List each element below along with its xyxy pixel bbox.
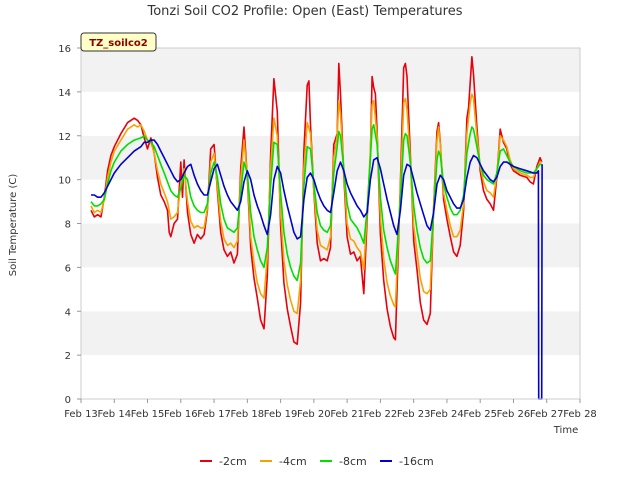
x-tick-label: Feb 19 [264, 409, 298, 420]
series-line-2cmcm [90, 56, 543, 345]
y-axis-label: Soil Temperature (C) [8, 174, 19, 277]
y-tick-label: 4 [65, 307, 71, 318]
series-layer [90, 56, 543, 400]
x-axis-label: Time [553, 425, 578, 436]
x-tick-label: Feb 27 [530, 409, 564, 420]
y-tick-label: 16 [58, 44, 71, 55]
x-axis: Feb 13 Feb 14 Feb 15 Feb 16 Feb 17 Feb 18 Feb … [64, 398, 597, 420]
y-tick-label: 0 [65, 395, 71, 406]
x-tick-label: Feb 24 [430, 409, 464, 420]
legend-label: -4cm [279, 455, 307, 468]
site-badge: TZ_soilco2 [80, 32, 157, 52]
y-tick-label: 12 [58, 132, 71, 143]
chart-title: Tonzi Soil CO2 Profile: Open (East) Temp… [146, 4, 462, 19]
y-tick-label: 8 [65, 220, 71, 231]
x-tick-label: Feb 26 [497, 409, 531, 420]
x-tick-label: Feb 23 [397, 409, 431, 420]
legend-label: -2cm [219, 455, 247, 468]
y-axis: 0 2 4 6 8 10 12 14 16 [58, 44, 82, 406]
x-tick-label: Feb 16 [164, 409, 198, 420]
y-tick-label: 6 [65, 263, 71, 274]
x-tick-label: Feb 20 [297, 409, 331, 420]
grid-band [81, 311, 580, 356]
grid-band [81, 355, 580, 399]
y-tick-label: 10 [58, 176, 71, 187]
x-tick-label: Feb 15 [131, 409, 165, 420]
grid-band [81, 48, 580, 92]
series-line-16cmcm [91, 139, 543, 400]
grid-band [81, 91, 580, 136]
site-badge-box [80, 32, 157, 52]
legend: -2cm -4cm -8cm -16cm [200, 455, 434, 468]
x-tick-label: Feb 22 [364, 409, 398, 420]
x-tick-label: Feb 14 [97, 409, 131, 420]
grid-band [81, 267, 580, 312]
site-badge-label: TZ_soilco2 [89, 38, 148, 49]
x-tick-label: Feb 25 [463, 409, 497, 420]
series-line-8cmcm [90, 124, 542, 282]
x-tick-label: Feb 13 [64, 409, 98, 420]
legend-label: -16cm [399, 455, 434, 468]
y-tick-label: 2 [65, 351, 71, 362]
y-tick-label: 14 [58, 88, 71, 99]
x-tick-label: Feb 21 [330, 409, 364, 420]
legend-label: -8cm [339, 455, 367, 468]
x-tick-label: Feb 28 [563, 409, 597, 420]
x-tick-label: Feb 17 [197, 409, 231, 420]
x-tick-label: Feb 18 [231, 409, 265, 420]
